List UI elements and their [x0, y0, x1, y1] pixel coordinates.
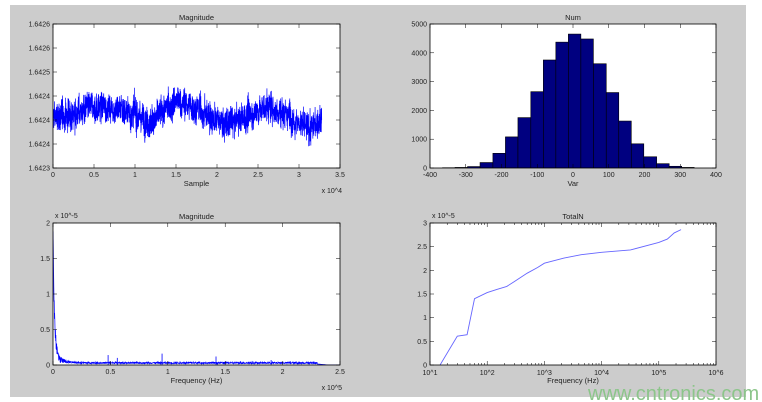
x-tick-label: 1	[133, 172, 137, 179]
plot-area	[430, 223, 716, 365]
histogram-bar	[505, 136, 519, 168]
y-multiplier: x 10^-5	[432, 213, 455, 220]
data-layer	[53, 231, 340, 365]
x-tick-label: 0	[51, 172, 55, 179]
y-tick-label: 4000	[411, 50, 427, 57]
y-tick-label: 0	[46, 363, 50, 370]
y-tick-label: 1.6426	[29, 22, 51, 29]
x-tick-label: 1.5	[220, 369, 230, 376]
chart-title: Magnitude	[179, 212, 214, 221]
y-tick-label: 1.5	[40, 256, 50, 263]
x-tick-label: -100	[530, 172, 544, 179]
x-tick-label: 10^1	[423, 370, 438, 377]
watermark: www.cntronics.com	[587, 383, 759, 402]
plot-area	[53, 223, 340, 365]
y-tick-label: 1.6424	[29, 118, 51, 125]
y-tick-label: 2000	[411, 108, 427, 115]
x-tick-label: 3	[297, 172, 301, 179]
histogram-bar	[530, 91, 544, 168]
y-tick-label: 1	[46, 292, 50, 299]
x-tick-label: 0.5	[89, 172, 99, 179]
chart-title: Num	[565, 13, 581, 22]
x-tick-label: 300	[674, 172, 686, 179]
x-tick-label: 0.5	[106, 369, 116, 376]
histogram-bar	[656, 163, 670, 168]
chart-histogram: -400 -300 -200 -100 0 100 200 300 40001000200030…	[411, 13, 722, 188]
chart-title: Magnitude	[179, 13, 214, 22]
x-tick-label: -300	[459, 172, 473, 179]
data-layer	[53, 86, 323, 147]
x-tick-label: 2	[215, 172, 219, 179]
data-layer	[442, 33, 695, 168]
x-axis-label: Sample	[184, 179, 209, 188]
x-tick-label: 10^2	[480, 370, 495, 377]
y-tick-label: 1.6424	[29, 94, 51, 101]
x-tick-label: 2.5	[335, 369, 345, 376]
histogram-bar	[580, 38, 594, 168]
y-tick-label: 5000	[411, 22, 427, 29]
histogram-bar	[492, 153, 506, 168]
y-tick-label: 1000	[411, 137, 427, 144]
x-tick-label: 0	[51, 369, 55, 376]
chart-spectrum: 0 0.5 1 1.5 2 2.5 0 0.5 1 1.5 2 Magnitude Frequency …	[40, 212, 345, 392]
x-tick-label: 3.5	[335, 172, 345, 179]
histogram-bar	[568, 33, 582, 168]
y-tick-label: 1.6425	[29, 70, 51, 77]
x-multiplier: x 10^4	[322, 188, 343, 195]
histogram-bar	[543, 59, 557, 168]
chart-time-signal: 0 0.5 1 1.5 2 2.5 3 3.5 1.6423 1.6424 1.6424 1.6424…	[29, 13, 345, 195]
histogram-bar	[643, 156, 657, 168]
y-tick-label: 0	[423, 363, 427, 370]
x-axis-label: Frequency (Hz)	[171, 376, 223, 385]
y-tick-label: 1	[423, 315, 427, 322]
x-tick-label: 2	[281, 369, 285, 376]
x-tick-label: 400	[710, 172, 722, 179]
y-tick-label: 1.6424	[29, 142, 51, 149]
x-tick-label: 1.5	[171, 172, 181, 179]
y-multiplier: x 10^-5	[55, 213, 78, 220]
histogram-bar	[593, 63, 607, 168]
y-tick-label: 1.6423	[29, 166, 51, 173]
x-tick-label: 0	[571, 172, 575, 179]
y-tick-label: 2.5	[417, 244, 427, 251]
plot-area	[53, 24, 340, 168]
histogram-bar	[630, 143, 645, 168]
histogram-bar	[479, 162, 494, 168]
x-tick-label: 200	[639, 172, 651, 179]
y-tick-label: 0	[423, 166, 427, 173]
histogram-bar	[517, 117, 532, 168]
data-layer	[439, 229, 682, 365]
x-tick-label: 1	[166, 369, 170, 376]
x-multiplier: x 10^5	[322, 385, 343, 392]
x-axis-label: Frequency (Hz)	[547, 376, 599, 385]
y-tick-label: 1.6426	[29, 46, 51, 53]
chart-title: TotalN	[562, 212, 583, 221]
histogram-bar	[555, 41, 569, 168]
y-tick-label: 2	[46, 221, 50, 228]
y-tick-label: 3	[423, 221, 427, 228]
spectrum-line	[53, 231, 340, 365]
histogram-bar	[618, 120, 632, 168]
x-tick-label: 10^5	[651, 370, 666, 377]
x-tick-label: 2.5	[253, 172, 263, 179]
x-tick-label: -200	[494, 172, 508, 179]
x-axis-label: Var	[567, 179, 579, 188]
y-tick-label: 3000	[411, 79, 427, 86]
x-tick-label: -400	[423, 172, 437, 179]
y-tick-label: 0.5	[40, 327, 50, 334]
x-tick-label: 100	[603, 172, 615, 179]
y-tick-label: 0.5	[417, 339, 427, 346]
y-tick-label: 1.5	[417, 292, 427, 299]
x-tick-label: 10^6	[709, 370, 724, 377]
x-tick-label: 10^3	[537, 370, 552, 377]
total-noise-line	[439, 229, 682, 365]
signal-line	[53, 86, 323, 147]
chart-total-noise: 10^1 10^2 10^3 10^4 10^5 10^6 0 0.5 1 1.5 2 2.5 3 Tot…	[417, 212, 723, 385]
x-tick-label: 10^4	[594, 370, 609, 377]
y-tick-label: 2	[423, 268, 427, 275]
histogram-bar	[605, 92, 620, 168]
